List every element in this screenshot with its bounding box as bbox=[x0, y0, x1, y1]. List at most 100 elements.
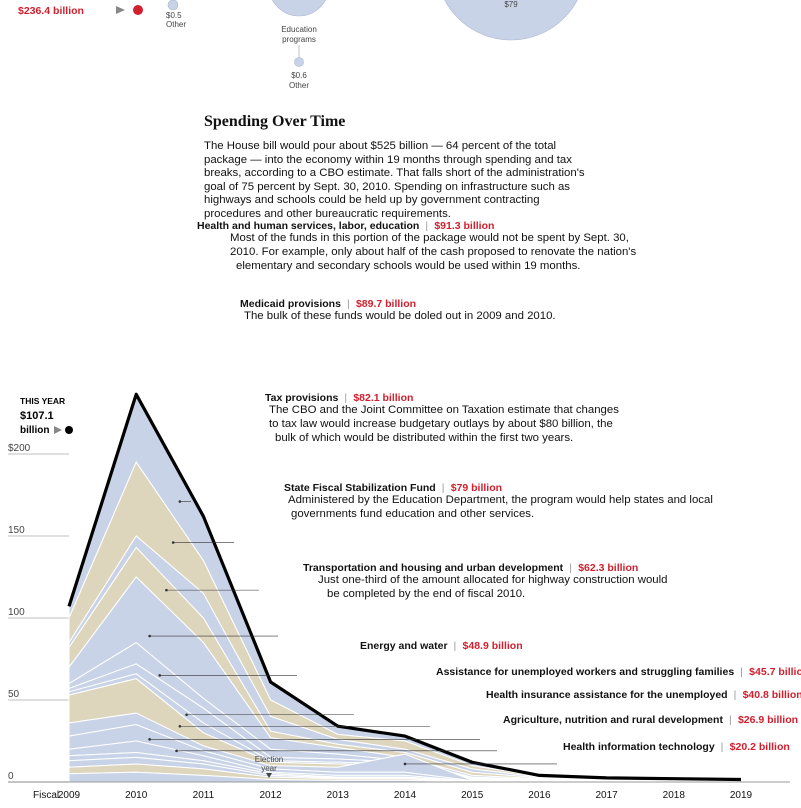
annotation-description: governments fund education and other ser… bbox=[291, 508, 535, 520]
x-tick-label: 2012 bbox=[259, 790, 282, 801]
this-year-dot bbox=[65, 426, 73, 434]
annotation-value: $79 billion bbox=[451, 482, 502, 494]
y-axis-ticks: 0 50 100 150 $200 bbox=[8, 443, 31, 782]
annotation-value: $26.9 billion bbox=[738, 714, 798, 726]
annotation-title: State Fiscal Stabilization Fund bbox=[284, 482, 436, 494]
x-tick-label: 2013 bbox=[327, 790, 350, 801]
legend-circle-label: Other bbox=[289, 81, 309, 90]
top-legend: $0.5 Other Education programs $0.6 Other… bbox=[166, 0, 578, 90]
x-tick-label: 2017 bbox=[595, 790, 618, 801]
annotation-separator: | bbox=[344, 392, 347, 404]
this-year-unit: billion bbox=[20, 425, 49, 436]
y-tick-label: 50 bbox=[8, 689, 20, 700]
leader-dot bbox=[175, 749, 178, 753]
this-year-value: $107.1 bbox=[20, 410, 54, 422]
annotation-description: Most of the funds in this portion of the… bbox=[230, 232, 629, 244]
annotation-description: elementary and secondary schools would b… bbox=[236, 260, 581, 272]
y-tick-label: $200 bbox=[8, 443, 31, 454]
x-tick-label: 2011 bbox=[193, 790, 215, 801]
peak-dot bbox=[133, 5, 143, 15]
annotation-value: $91.3 billion bbox=[434, 220, 494, 232]
annotation-separator: | bbox=[734, 689, 737, 701]
leader-dot bbox=[178, 724, 182, 728]
area-layers bbox=[68, 393, 742, 783]
annotation-title: Agriculture, nutrition and rural develop… bbox=[503, 714, 723, 726]
leader-dot bbox=[148, 738, 151, 741]
legend-circle-label: Other bbox=[166, 20, 186, 29]
total-line bbox=[67, 392, 742, 782]
x-tick-label: 2010 bbox=[125, 790, 148, 801]
this-year-marker: THIS YEAR $107.1 billion bbox=[20, 396, 73, 436]
annotation-title: Energy and water bbox=[360, 640, 448, 652]
x-tick-label: 2019 bbox=[730, 790, 753, 801]
peak-arrow-icon bbox=[116, 6, 125, 14]
legend-circle-other-small-2 bbox=[294, 57, 304, 67]
fiscal-label: Fiscal bbox=[33, 790, 59, 801]
annotation-title: Tax provisions bbox=[265, 392, 338, 404]
this-year-label: THIS YEAR bbox=[20, 396, 65, 406]
leader-dot bbox=[158, 674, 162, 677]
x-tick-label: 2018 bbox=[663, 790, 686, 801]
y-tick-label: 150 bbox=[8, 525, 25, 536]
election-year-marker: Election year bbox=[255, 755, 283, 778]
leader-dot bbox=[403, 762, 407, 766]
annotation-description: Just one-third of the amount allocated f… bbox=[318, 574, 668, 586]
x-tick-label: 2009 bbox=[58, 790, 81, 801]
leader-dot bbox=[148, 634, 151, 638]
leader-dot bbox=[185, 713, 188, 717]
annotation-value: $62.3 billion bbox=[578, 562, 638, 574]
x-axis-ticks: 2009 2010 2011 2012 2013 2014 2015 2016 2017 2018… bbox=[8, 781, 790, 801]
annotation-description: to tax law would increase budgetary outl… bbox=[269, 418, 613, 430]
annotation-separator: | bbox=[442, 482, 445, 494]
annotation-value: $45.7 billion bbox=[749, 666, 801, 678]
section-heading: Spending Over Time bbox=[204, 113, 346, 130]
legend-circle-stabilization bbox=[444, 0, 578, 41]
annotation-title: Assistance for unemployed workers and st… bbox=[436, 666, 734, 678]
annotation-title: Health and human services, labor, educat… bbox=[197, 220, 419, 232]
annotation-separator: | bbox=[347, 298, 350, 310]
annotation-value: $82.1 billion bbox=[353, 392, 413, 404]
annotation-title: Transportation and housing and urban dev… bbox=[303, 562, 564, 574]
annotation-description: The CBO and the Joint Committee on Taxat… bbox=[269, 404, 619, 416]
election-label: Election bbox=[255, 755, 283, 764]
y-gridlines bbox=[8, 453, 69, 783]
peak-label: $236.4 billion bbox=[18, 5, 84, 17]
legend-circle-label: Education bbox=[281, 25, 317, 34]
total-outline bbox=[67, 392, 742, 782]
annotation-value: $48.9 billion bbox=[463, 640, 523, 652]
annotation-value: $20.2 billion bbox=[730, 741, 790, 753]
legend-circle-label: programs bbox=[282, 35, 316, 44]
legend-circle-value: $0.6 bbox=[291, 71, 307, 80]
election-arrow-icon bbox=[266, 773, 272, 778]
annotation-separator: | bbox=[729, 714, 732, 726]
annotation-value: $40.8 billion bbox=[743, 689, 801, 701]
x-tick-label: 2015 bbox=[461, 790, 484, 801]
annotation-leaders bbox=[148, 500, 557, 766]
leader-dot bbox=[165, 588, 168, 592]
annotation-title: Health information technology bbox=[563, 741, 715, 753]
legend-circle-other-small bbox=[167, 0, 179, 11]
election-label: year bbox=[261, 764, 277, 773]
legend-circle-education bbox=[272, 0, 326, 17]
annotation-description: Administered by the Education Department… bbox=[288, 494, 713, 506]
peak-marker: $236.4 billion bbox=[18, 5, 143, 17]
legend-circle-value: $79 bbox=[504, 0, 518, 9]
annotation-titles: Health and human services, labor, educat… bbox=[197, 220, 801, 753]
annotation-value: $89.7 billion bbox=[356, 298, 416, 310]
annotation-separator: | bbox=[425, 220, 428, 232]
leader-dot bbox=[178, 500, 182, 503]
y-tick-label: 0 bbox=[8, 771, 14, 782]
annotation-title: Health insurance assistance for the unem… bbox=[486, 689, 728, 701]
annotation-separator: | bbox=[721, 741, 724, 753]
annotation-separator: | bbox=[454, 640, 457, 652]
legend-circle-value: $0.5 bbox=[166, 11, 182, 20]
annotation-description: The bulk of these funds would be doled o… bbox=[244, 310, 556, 322]
intro-paragraph: The House bill would pour about $525 bil… bbox=[204, 140, 585, 220]
x-tick-label: 2014 bbox=[394, 790, 417, 801]
this-year-arrow-icon bbox=[54, 426, 62, 434]
annotation-title: Medicaid provisions bbox=[240, 298, 341, 310]
x-tick-label: 2016 bbox=[528, 790, 551, 801]
y-tick-label: 100 bbox=[8, 607, 25, 618]
leader-dot bbox=[171, 541, 175, 544]
